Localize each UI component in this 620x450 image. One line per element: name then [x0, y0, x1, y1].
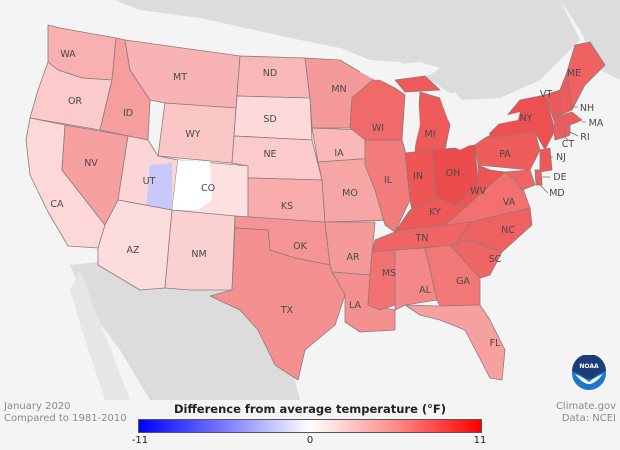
state-md[interactable]: [504, 169, 536, 191]
label-ny: NY: [520, 113, 533, 124]
state-ma[interactable]: [552, 111, 583, 126]
svg-text:NOAA: NOAA: [579, 363, 599, 370]
label-ut: UT: [143, 176, 156, 187]
state-nj[interactable]: [539, 147, 553, 173]
data-credit: Data: NCEI: [561, 413, 616, 424]
legend-min-label: -11: [131, 435, 149, 446]
label-fl: FL: [490, 338, 501, 349]
mexico-land: [70, 262, 300, 400]
label-md: MD: [549, 188, 565, 199]
label-ok: OK: [293, 241, 307, 252]
label-mi: MI: [425, 129, 436, 140]
lake-michigan: [406, 92, 420, 150]
label-ks: KS: [281, 201, 293, 212]
state-ms[interactable]: [367, 249, 396, 311]
label-al: AL: [419, 285, 431, 296]
label-la: LA: [349, 300, 362, 311]
great-lakes: [360, 62, 520, 150]
label-sc: SC: [489, 254, 502, 265]
label-nm: NM: [191, 249, 206, 260]
state-de[interactable]: [534, 169, 543, 186]
label-ne: NE: [263, 149, 276, 160]
state-ct[interactable]: [552, 124, 566, 141]
canada-land: [60, 0, 620, 100]
co-neutral-region: [172, 160, 212, 210]
label-mo: MO: [342, 188, 358, 199]
states-layer: [25, 24, 606, 381]
label-va: VA: [503, 197, 516, 208]
state-nm[interactable]: [164, 209, 236, 291]
legend-title: Difference from average temperature (°F): [174, 402, 446, 416]
label-vt: VT: [540, 89, 552, 100]
ut-cold-region: [146, 163, 172, 210]
label-ma: MA: [589, 118, 604, 129]
lake-ontario: [495, 112, 520, 124]
noaa-logo: NOAA: [572, 355, 606, 390]
baja-land: [70, 270, 130, 400]
state-tx[interactable]: [209, 227, 346, 381]
label-ia: IA: [334, 148, 344, 159]
state-al[interactable]: [394, 247, 438, 311]
state-wv[interactable]: [454, 164, 506, 206]
legend-mid-label: 0: [306, 435, 314, 446]
label-il: IL: [384, 175, 393, 186]
label-wi: WI: [372, 123, 384, 134]
month-label: January 2020: [4, 401, 71, 412]
label-oh: OH: [446, 168, 461, 179]
label-ms: MS: [382, 268, 396, 279]
label-id: ID: [123, 108, 133, 119]
lake-superior: [360, 62, 440, 80]
label-co: CO: [201, 183, 215, 194]
label-nv: NV: [84, 158, 98, 169]
label-leaders: [539, 106, 586, 194]
legend-colorbar: [138, 419, 482, 433]
label-tx: TX: [280, 305, 294, 316]
label-nh: NH: [580, 103, 594, 114]
legend-max-label: 11: [473, 435, 487, 446]
state-me[interactable]: [566, 41, 606, 111]
label-ri: RI: [580, 132, 589, 143]
label-or: OR: [68, 96, 82, 107]
source-credit: Climate.gov: [555, 401, 616, 412]
label-sd: SD: [263, 114, 276, 125]
label-mt: MT: [173, 72, 187, 83]
label-tn: TN: [415, 233, 429, 244]
label-me: ME: [567, 68, 581, 79]
state-labels: WA OR CA ID NV MT WY UT CO AZ NM ND SD N…: [50, 49, 603, 349]
label-nd: ND: [263, 68, 277, 79]
label-de: DE: [553, 172, 566, 183]
label-pa: PA: [499, 149, 511, 160]
state-ar[interactable]: [324, 221, 376, 276]
label-ca: CA: [50, 199, 64, 210]
label-nj: NJ: [556, 152, 566, 163]
lake-erie: [450, 130, 490, 150]
state-ri[interactable]: [564, 124, 571, 138]
lake-huron: [440, 92, 470, 130]
temperature-anomaly-map: WA OR CA ID NV MT WY UT CO AZ NM ND SD N…: [25, 0, 620, 400]
label-ga: GA: [456, 276, 470, 287]
label-wa: WA: [60, 49, 76, 60]
credits: Climate.gov Data: NCEI: [556, 401, 616, 425]
baseline-label: Compared to 1981-2010: [4, 413, 127, 424]
state-fl[interactable]: [404, 304, 506, 381]
label-ct: CT: [562, 139, 575, 150]
label-mn: MN: [331, 84, 346, 95]
label-wy: WY: [185, 129, 200, 140]
label-wv: WV: [470, 186, 486, 197]
period-info: January 2020 Compared to 1981-2010: [4, 401, 127, 425]
label-ar: AR: [346, 252, 359, 263]
state-ks[interactable]: [247, 177, 326, 223]
label-in: IN: [413, 171, 423, 182]
label-nc: NC: [501, 225, 515, 236]
label-az: AZ: [126, 245, 139, 256]
label-ky: KY: [429, 207, 441, 218]
